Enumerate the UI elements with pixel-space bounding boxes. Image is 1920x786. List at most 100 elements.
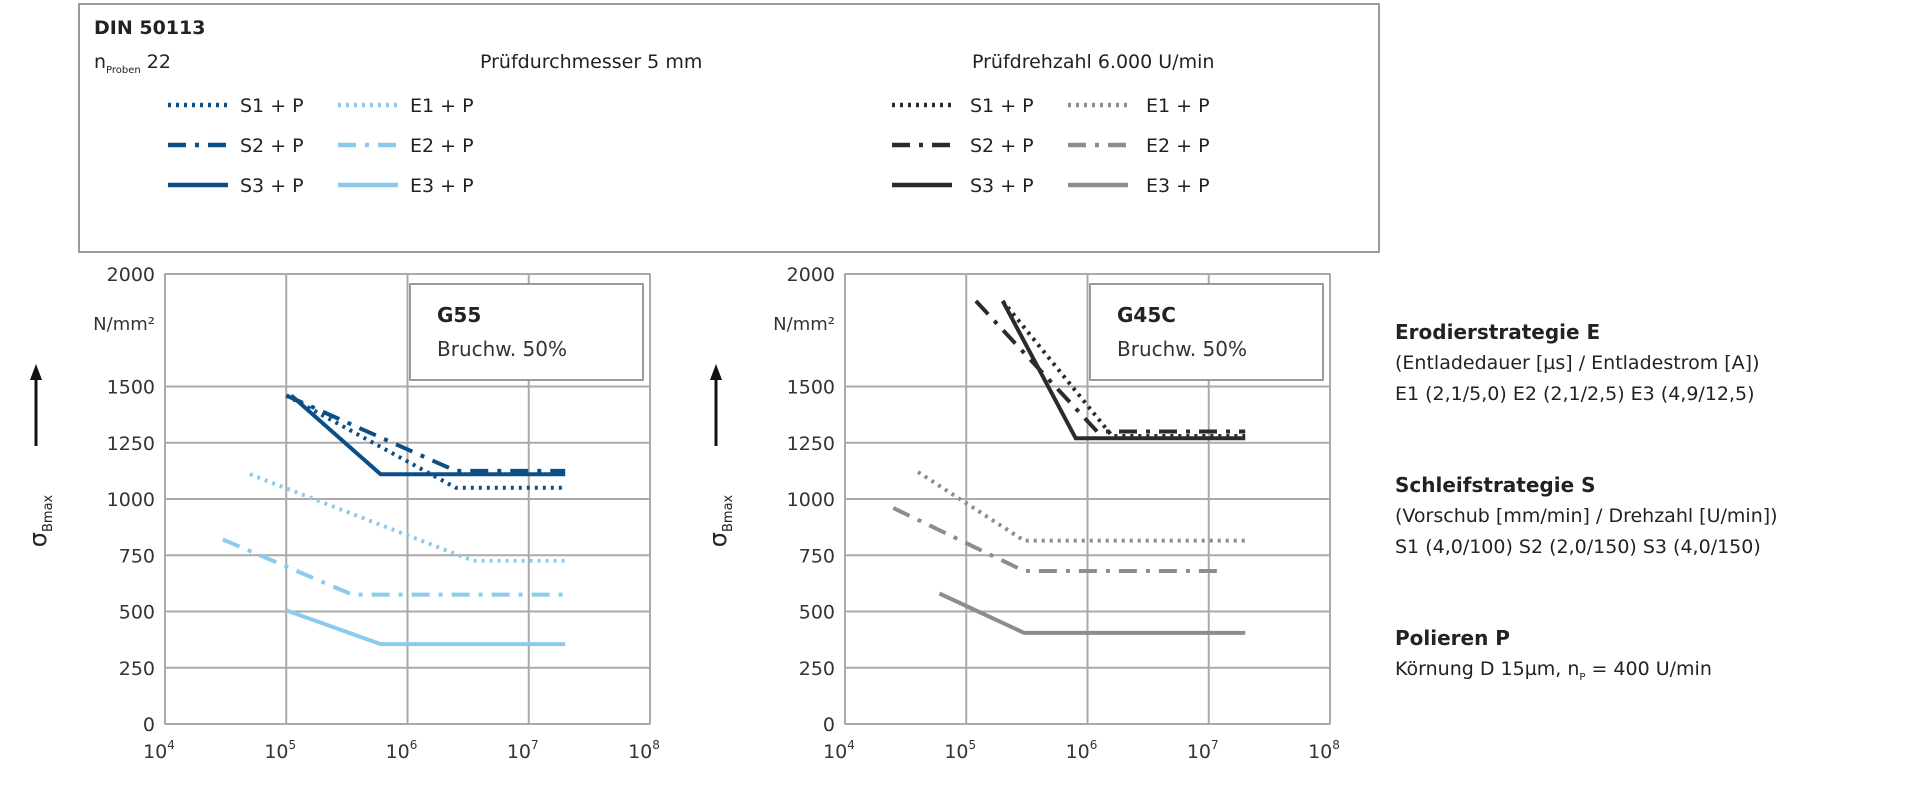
polishing-title: Polieren P (1395, 626, 1510, 650)
chart-title-box (1089, 283, 1324, 381)
sample-count-subscript: Proben (106, 64, 141, 76)
x-tick-label: 105 (944, 738, 976, 763)
x-tick-exponent: 6 (1090, 738, 1098, 752)
chart-subtitle: Bruchw. 50% (1117, 337, 1247, 361)
x-tick-base: 10 (823, 741, 847, 763)
x-tick-base: 10 (1066, 741, 1090, 763)
x-tick-base: 10 (386, 741, 410, 763)
y-tick-label: 2000 (107, 264, 155, 286)
sample-count: nProben 22 (94, 51, 171, 76)
y-tick-label: 1000 (107, 489, 155, 511)
y-tick-label: 750 (799, 545, 835, 567)
erosion-strategy-params: (Entladedauer [µs] / Entladestrom [A]) (1395, 352, 1760, 374)
y-axis-unit: N/mm² (93, 314, 155, 335)
chart-title: G55 (437, 303, 481, 327)
legend-label: E1 + P (1146, 95, 1210, 117)
test-diameter: Prüfdurchmesser 5 mm (480, 51, 703, 73)
y-tick-label: 1500 (787, 377, 835, 399)
series-line-s3-p (1000, 300, 1246, 441)
legend-box: DIN 50113 nProben 22 Prüfdurchmesser 5 m… (78, 3, 1380, 253)
series-line-s1-p (285, 393, 566, 490)
x-tick-base: 10 (507, 741, 531, 763)
arrow-up-icon (710, 364, 722, 380)
x-tick-label: 107 (507, 738, 539, 763)
chart-title: G45C (1117, 303, 1176, 327)
y-axis-subscript: Bmax (721, 494, 736, 532)
legend-label: E1 + P (410, 95, 474, 117)
grinding-strategy-values: S1 (4,0/100) S2 (2,0/150) S3 (4,0/150) (1395, 536, 1761, 558)
sample-count-value: 22 (146, 51, 171, 73)
x-tick-exponent: 5 (969, 738, 977, 752)
arrow-up-icon (30, 364, 42, 380)
erosion-strategy-values: E1 (2,1/5,0) E2 (2,1/2,5) E3 (4,9/12,5) (1395, 383, 1755, 405)
legend-label: E3 + P (1146, 175, 1210, 197)
sample-count-symbol: n (94, 51, 107, 73)
y-axis-label-text: σBmax (24, 494, 56, 547)
legend-label: S2 + P (970, 135, 1034, 157)
standard-label: DIN 50113 (94, 17, 206, 39)
series-line-s3-p (289, 393, 566, 477)
y-tick-label: 0 (143, 714, 155, 736)
y-tick-label: 1250 (107, 433, 155, 455)
series-line-e3-p (285, 608, 566, 647)
legend-label: S1 + P (970, 95, 1034, 117)
x-tick-exponent: 6 (410, 738, 418, 752)
y-tick-label: 1500 (107, 377, 155, 399)
x-tick-label: 108 (1308, 738, 1340, 763)
x-tick-base: 10 (143, 741, 167, 763)
x-tick-base: 10 (264, 741, 288, 763)
test-speed: Prüfdrehzahl 6.000 U/min (972, 51, 1215, 73)
x-tick-label: 107 (1187, 738, 1219, 763)
legend-label: S3 + P (240, 175, 304, 197)
series-line-e3-p (938, 591, 1246, 635)
x-tick-exponent: 8 (652, 738, 660, 752)
polishing-params-subscript: P (1579, 671, 1586, 683)
series-line-s1-p (1001, 299, 1246, 438)
legend-label: E2 + P (1146, 135, 1210, 157)
y-tick-label: 1000 (787, 489, 835, 511)
legend-samples: S1 + P S2 + P S3 + P E1 + P E2 + P E3 + P S1 +… (168, 95, 1210, 197)
x-tick-exponent: 5 (289, 738, 297, 752)
y-axis-label: σBmax (704, 494, 736, 547)
series-line-e1-p (916, 470, 1246, 543)
legend-label: S3 + P (970, 175, 1034, 197)
legend-label: E3 + P (410, 175, 474, 197)
grinding-strategy-title: Schleifstrategie S (1395, 473, 1596, 497)
x-tick-exponent: 4 (847, 738, 855, 752)
x-tick-base: 10 (944, 741, 968, 763)
chart-subtitle: Bruchw. 50% (437, 337, 567, 361)
y-axis-label: σBmax (24, 494, 56, 547)
polishing-params: Körnung D 15µm, nP = 400 U/min (1395, 658, 1712, 683)
erosion-strategy-title: Erodierstrategie E (1395, 320, 1601, 344)
y-axis-unit: N/mm² (773, 314, 835, 335)
x-tick-label: 105 (264, 738, 296, 763)
x-tick-label: 104 (143, 738, 175, 763)
x-tick-exponent: 4 (167, 738, 175, 752)
y-axis-label-text: σBmax (704, 494, 736, 547)
y-tick-label: 0 (823, 714, 835, 736)
polishing-params-prefix: Körnung D 15µm, n (1395, 658, 1580, 680)
y-tick-label: 1250 (787, 433, 835, 455)
series-line-e2-p (892, 506, 1219, 573)
x-tick-label: 104 (823, 738, 855, 763)
grinding-strategy-params: (Vorschub [mm/min] / Drehzahl [U/min]) (1395, 505, 1778, 527)
x-tick-base: 10 (1187, 741, 1211, 763)
chart-title-box (409, 283, 644, 381)
y-tick-label: 250 (799, 658, 835, 680)
legend-label: E2 + P (410, 135, 474, 157)
y-axis-symbol: σ (704, 532, 732, 547)
y-axis-symbol: σ (24, 532, 52, 547)
x-tick-base: 10 (1308, 741, 1332, 763)
x-tick-label: 106 (386, 738, 418, 763)
x-tick-exponent: 8 (1332, 738, 1340, 752)
y-axis-subscript: Bmax (41, 494, 56, 532)
x-tick-exponent: 7 (531, 738, 539, 752)
y-tick-label: 750 (119, 545, 155, 567)
x-tick-exponent: 7 (1211, 738, 1219, 752)
y-tick-label: 250 (119, 658, 155, 680)
y-tick-label: 2000 (787, 264, 835, 286)
y-tick-label: 500 (799, 602, 835, 624)
polishing-params-suffix: = 400 U/min (1585, 658, 1712, 680)
